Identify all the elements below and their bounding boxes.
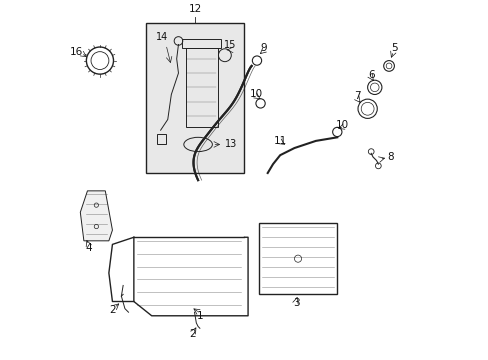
- Text: 15: 15: [224, 40, 236, 50]
- Text: 8: 8: [386, 152, 393, 162]
- Text: 12: 12: [188, 4, 202, 14]
- Text: 9: 9: [260, 43, 267, 53]
- Text: 1: 1: [196, 311, 203, 321]
- Text: 14: 14: [156, 32, 168, 42]
- Bar: [182, 39, 221, 48]
- Text: 10: 10: [249, 90, 263, 99]
- Text: 2: 2: [189, 329, 196, 339]
- Text: 11: 11: [273, 136, 286, 146]
- Polygon shape: [80, 191, 112, 241]
- Text: 13: 13: [224, 139, 237, 149]
- Text: 10: 10: [335, 120, 348, 130]
- Bar: [185, 48, 217, 127]
- Text: 5: 5: [390, 43, 397, 53]
- Text: 2: 2: [109, 305, 116, 315]
- Bar: [157, 134, 165, 144]
- Bar: [146, 23, 244, 173]
- Text: 3: 3: [292, 298, 299, 308]
- Text: 4: 4: [86, 243, 92, 253]
- Bar: [258, 223, 337, 294]
- Text: 16: 16: [70, 48, 83, 57]
- Text: 6: 6: [367, 70, 374, 80]
- Text: 7: 7: [353, 91, 360, 101]
